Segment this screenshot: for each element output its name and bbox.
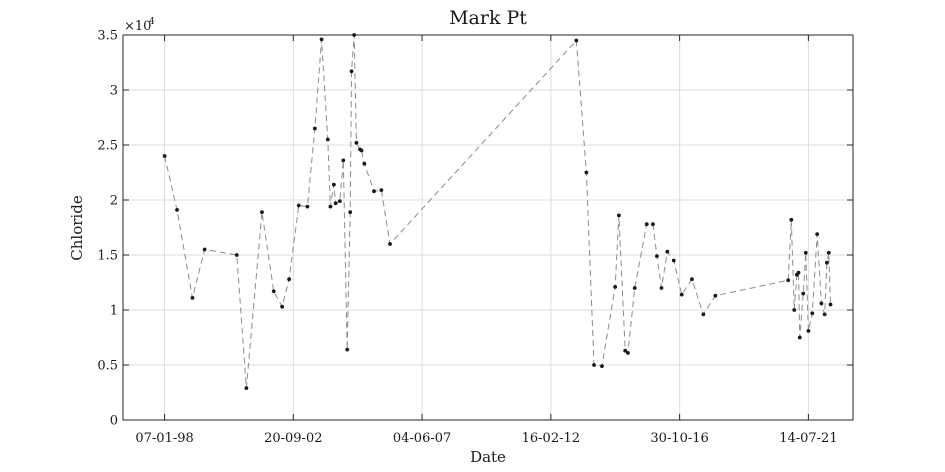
data-point (815, 232, 820, 237)
data-point (325, 137, 330, 142)
data-point (348, 210, 353, 215)
x-tick-label: 07-01-98 (135, 431, 193, 446)
data-point (287, 277, 292, 282)
y-axis-label: Chloride (68, 195, 86, 261)
data-point (379, 188, 384, 193)
data-point (786, 278, 791, 283)
series-layer (162, 33, 833, 390)
data-point (359, 148, 364, 153)
data-point (623, 348, 628, 353)
y-tick-label: 2.5 (97, 139, 118, 154)
tick-marks (123, 34, 853, 421)
x-tick-label: 20-09-02 (264, 431, 322, 446)
data-point (592, 363, 596, 367)
data-point (659, 286, 664, 290)
data-point (305, 204, 310, 209)
tick-labels: 0 0.5 1 1.5 2 2.5 3 3.5 07-01-98 20-09-02 04-06-07… (97, 29, 837, 447)
data-point (234, 253, 239, 257)
data-point (372, 189, 376, 194)
data-point (312, 126, 317, 131)
x-tick-label: 14-07-21 (779, 431, 837, 446)
data-point (341, 158, 346, 163)
y-tick-label: 3 (110, 84, 118, 99)
x-tick-label: 30-10-16 (650, 431, 708, 446)
data-point (331, 182, 336, 187)
y-tick-label: 2 (110, 194, 118, 209)
data-point (345, 347, 350, 352)
data-point (801, 291, 806, 296)
y-tick-label: 3.5 (97, 29, 118, 44)
data-point (613, 285, 618, 289)
data-point (796, 270, 801, 275)
data-point (806, 329, 811, 333)
data-point (584, 170, 589, 175)
y-exponent-power: 4 (149, 17, 155, 27)
data-point (671, 258, 676, 263)
data-point (825, 260, 829, 265)
data-point (701, 312, 706, 317)
data-point (271, 289, 276, 294)
data-point (655, 254, 659, 258)
data-point (190, 296, 195, 300)
x-tick-label: 04-06-07 (393, 431, 451, 446)
chart-title: Mark Pt (449, 7, 527, 29)
data-point (600, 364, 604, 368)
data-point (362, 161, 367, 166)
data-point (828, 302, 833, 307)
data-point (679, 292, 684, 297)
data-point (632, 286, 637, 290)
data-point (352, 33, 357, 37)
plot-frame (122, 34, 854, 421)
data-point (328, 204, 333, 209)
x-tick-label: 16-02-12 (522, 431, 580, 446)
data-point (789, 217, 794, 222)
data-point (651, 222, 655, 227)
y-tick-label: 1 (110, 304, 118, 319)
data-point (260, 210, 264, 215)
data-point (202, 247, 207, 252)
y-tick-label: 0.5 (97, 359, 118, 374)
data-point (280, 304, 285, 309)
data-point (792, 308, 797, 312)
data-point (296, 203, 301, 208)
data-point (617, 213, 621, 218)
data-point (337, 199, 342, 204)
data-point (162, 154, 167, 158)
data-point (713, 293, 718, 298)
data-point (349, 69, 354, 74)
data-point (354, 140, 359, 145)
data-point (826, 250, 831, 255)
x-axis-label: Date (470, 448, 506, 466)
data-point (690, 277, 694, 282)
grid-lines (123, 34, 853, 421)
data-point (175, 208, 179, 212)
data-point (644, 222, 649, 227)
data-point (244, 386, 249, 390)
y-tick-label: 0 (110, 414, 118, 429)
data-point (797, 335, 802, 340)
data-point (388, 242, 392, 246)
data-point (574, 38, 579, 43)
data-point (822, 312, 827, 317)
data-point (665, 249, 670, 254)
y-exponent-label: ×10 (124, 19, 151, 34)
data-point (319, 37, 324, 42)
data-point (626, 351, 630, 355)
y-tick-label: 1.5 (97, 249, 118, 264)
data-point (333, 201, 338, 206)
data-point (810, 311, 815, 316)
data-point (803, 250, 808, 255)
data-point (819, 301, 824, 306)
